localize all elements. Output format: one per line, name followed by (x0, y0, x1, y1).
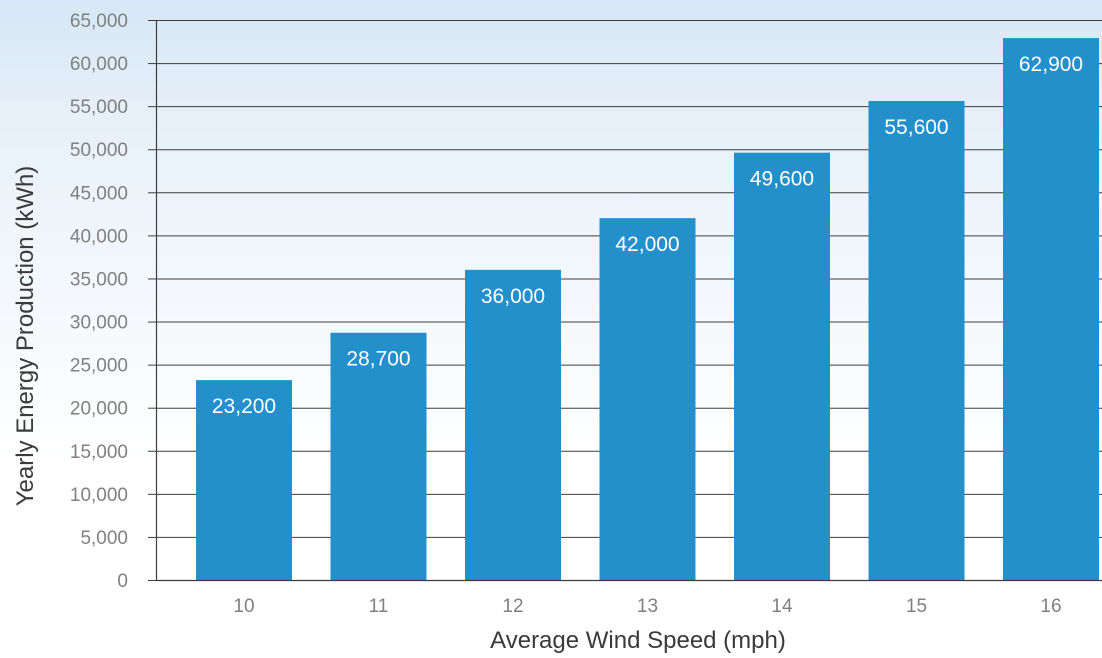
y-axis-title: Yearly Energy Production (kWh) (12, 166, 39, 507)
y-tick-label: 10,000 (70, 485, 128, 506)
bar-data-label: 55,600 (884, 116, 948, 139)
bar (330, 332, 427, 580)
bar-data-labels: 23,200 28,700 36,000 42,000 49,600 55,600 62,9… (212, 53, 1083, 418)
y-tick-label: 5,000 (80, 528, 128, 549)
bar (1003, 38, 1099, 581)
bar-data-label: 49,600 (750, 168, 814, 191)
y-tick-label: 65,000 (70, 11, 128, 32)
y-tick-label: 55,000 (70, 97, 128, 118)
y-tick-label: 60,000 (70, 54, 128, 75)
bar-data-label: 23,200 (212, 395, 276, 418)
x-tick-label: 16 (1040, 596, 1061, 617)
y-tick-label: 20,000 (70, 399, 128, 420)
bar-data-label: 28,700 (346, 348, 410, 371)
y-tick-label: 30,000 (70, 313, 128, 334)
bar-data-label: 62,900 (1019, 53, 1083, 76)
bar-data-label: 36,000 (481, 285, 545, 308)
y-tick-label: 35,000 (70, 269, 128, 290)
y-tick-label: 0 (117, 571, 128, 592)
bars (196, 38, 1099, 581)
x-tick-label: 13 (637, 596, 658, 617)
x-tick-label: 11 (369, 596, 389, 617)
y-tick-label: 40,000 (70, 226, 128, 247)
x-tick-label: 10 (233, 596, 254, 617)
y-tick-label: 45,000 (70, 183, 128, 204)
y-tick-labels: 0 5,000 10,000 15,000 20,000 25,000 30,000 35,0… (70, 11, 128, 592)
y-tick-label: 25,000 (70, 356, 128, 377)
axes (148, 20, 1102, 582)
bar (868, 100, 965, 580)
bar (196, 380, 292, 580)
y-tick-label: 15,000 (70, 442, 128, 463)
x-axis-title: Average Wind Speed (mph) (490, 627, 786, 654)
x-tick-labels: 10 11 12 13 14 15 16 (233, 596, 1061, 617)
bar (599, 218, 696, 580)
y-tick-label: 50,000 (70, 140, 128, 161)
bar-data-label: 42,000 (615, 233, 679, 256)
x-tick-label: 14 (771, 596, 793, 617)
x-tick-label: 15 (906, 596, 927, 617)
bar (734, 152, 830, 580)
bar (465, 269, 561, 580)
x-tick-label: 12 (502, 596, 523, 617)
